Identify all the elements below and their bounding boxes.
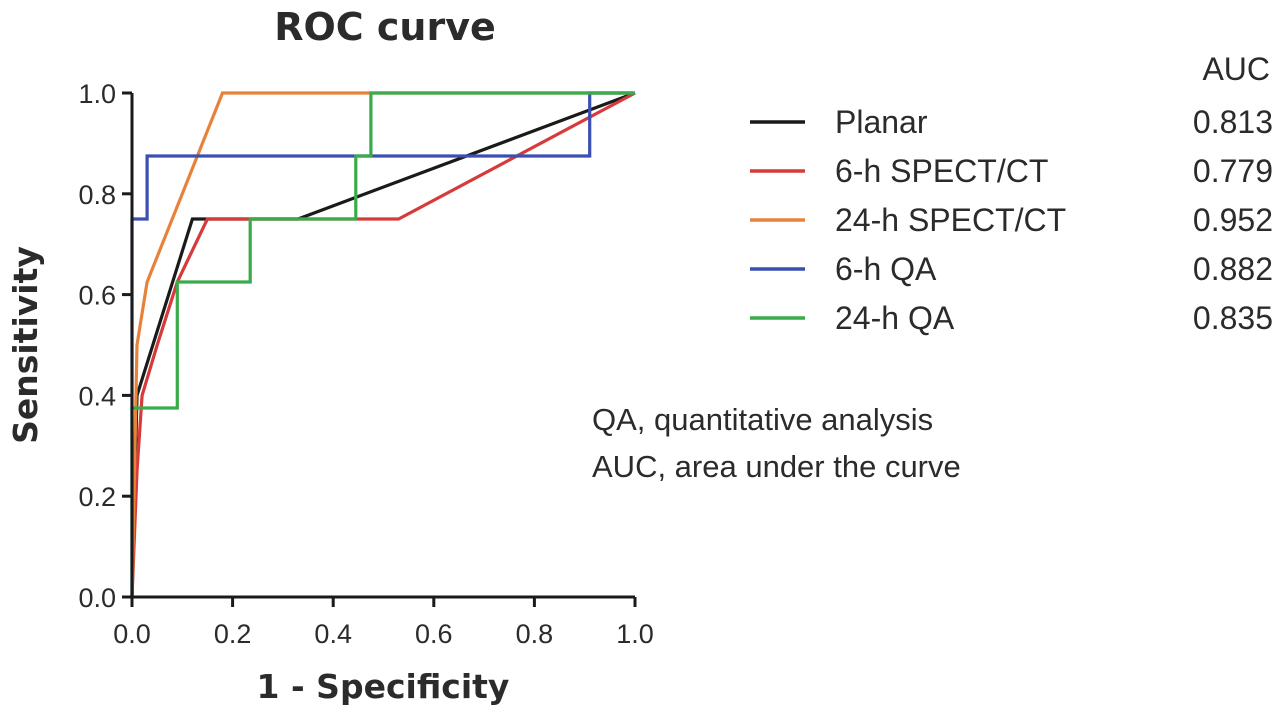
legend-auc-1: 0.813: [1193, 104, 1273, 140]
annotation-auc: AUC, area under the curve: [592, 449, 961, 484]
legend-label-2: 6-h SPECT/CT: [835, 153, 1048, 189]
x-tick-label: 1.0: [616, 619, 654, 649]
legend-label-1: Planar: [835, 104, 928, 140]
x-axis-label: 1 - Specificity: [257, 667, 510, 706]
chart-title: ROC curve: [274, 5, 496, 49]
legend-auc-5: 0.835: [1193, 300, 1273, 336]
series-line-1: [130, 91, 636, 598]
legend-auc-4: 0.882: [1193, 251, 1273, 287]
annotations: QA, quantitative analysis AUC, area unde…: [592, 402, 961, 484]
x-tick-label: 0.4: [314, 619, 352, 649]
y-tick-label: 0.8: [78, 180, 116, 210]
legend-label-5: 24-h QA: [835, 300, 955, 336]
series-line-4: [130, 91, 635, 597]
legend-auc-3: 0.952: [1193, 202, 1273, 238]
y-tick-label: 0.2: [78, 482, 116, 512]
legend-label-3: 24-h SPECT/CT: [835, 202, 1066, 238]
series-layer: [130, 91, 636, 598]
y-tick-label: 0.4: [78, 381, 116, 411]
legend-auc-header: AUC: [1202, 51, 1270, 87]
legend-label-4: 6-h QA: [835, 251, 937, 287]
y-tick-label: 1.0: [78, 79, 116, 109]
x-tick-label: 0.8: [516, 619, 554, 649]
axes-layer: 0.0 0.2 0.4 0.6 0.8 1.0 0.0 0.2 0.4 0.6 0.8 1.0: [78, 79, 653, 649]
y-tick-label: 0.6: [78, 281, 116, 311]
annotation-qa: QA, quantitative analysis: [592, 402, 933, 437]
plot-area: 0.0 0.2 0.4 0.6 0.8 1.0 0.0 0.2 0.4 0.6 0.8 1.0: [78, 79, 653, 649]
legend: AUC Planar 0.813 6-h SPECT/CT 0.779 24-h SPE…: [750, 51, 1273, 336]
series-line-2: [130, 91, 636, 598]
series-line-3: [130, 91, 635, 598]
legend-auc-2: 0.779: [1193, 153, 1273, 189]
y-axis-label: Sensitivity: [6, 246, 45, 444]
series-line-5: [130, 91, 635, 597]
x-tick-label: 0.0: [113, 619, 151, 649]
x-tick-label: 0.2: [214, 619, 252, 649]
x-tick-label: 0.6: [415, 619, 453, 649]
y-tick-label: 0.0: [78, 583, 116, 613]
